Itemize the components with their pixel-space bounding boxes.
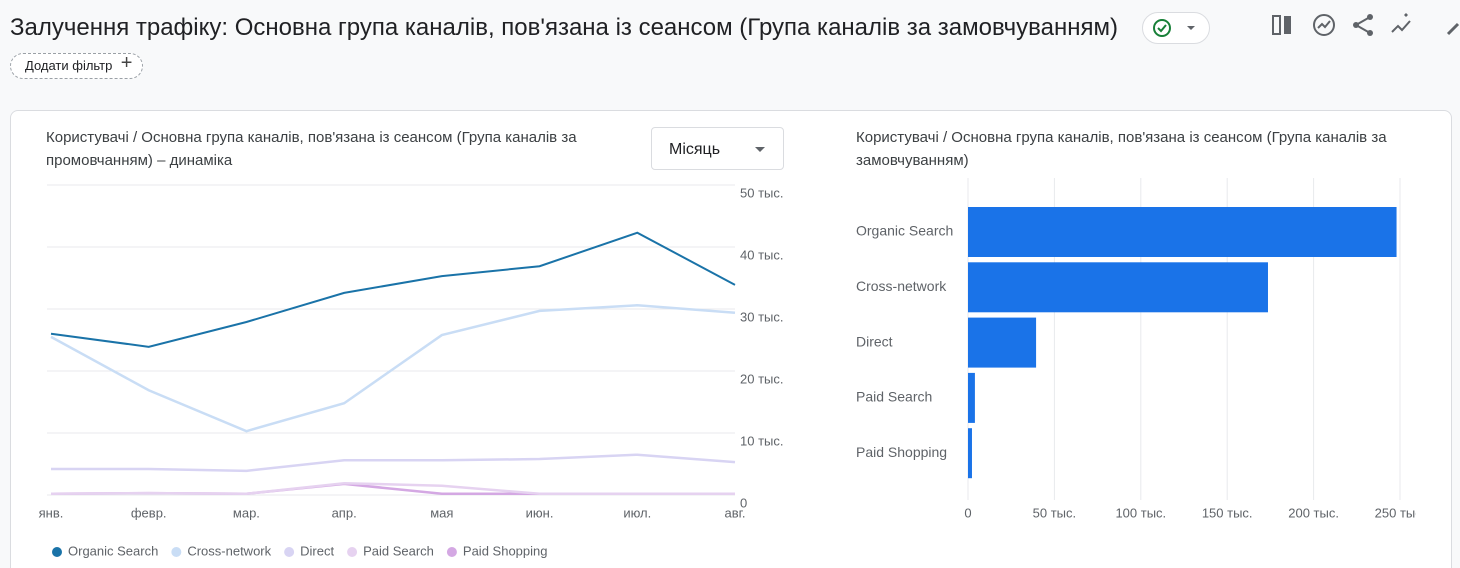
- series-line: [50, 481, 735, 496]
- x-tick-label: 150 тыс.: [1202, 505, 1253, 520]
- x-tick-label: мар.: [233, 505, 260, 520]
- x-tick-label: апр.: [332, 505, 357, 520]
- add-filter-button[interactable]: Додати фільтр: [10, 51, 144, 79]
- x-tick-label: 0: [964, 505, 971, 520]
- category-label: Paid Shopping: [856, 444, 947, 460]
- legend-label: Direct: [300, 543, 334, 558]
- legend-label: Paid Search: [363, 543, 434, 558]
- line-chart: 0 10 тыс. 20 тыс. 30 тыс. 40 тыс. 50 тыс. янв.…: [39, 184, 783, 558]
- legend-marker: [446, 547, 457, 557]
- category-label: Paid Search: [856, 389, 932, 405]
- bar: [968, 428, 972, 479]
- page-title: Залучення трафіку: Основна група каналів…: [10, 14, 1118, 41]
- x-tick-label: 250 тыс.: [1375, 505, 1426, 520]
- card: [10, 110, 1452, 568]
- x-tick-label: 200 тыс.: [1288, 505, 1339, 520]
- bar: [968, 262, 1268, 313]
- x-tick-label: янв.: [39, 505, 64, 520]
- category-label: Organic Search: [856, 223, 953, 239]
- bar: [968, 372, 975, 423]
- series-line: [50, 304, 736, 433]
- toolbar-icons[interactable]: [1268, 10, 1460, 40]
- y-tick-label: 20 тыс.: [740, 371, 783, 386]
- x-tick-label: февр.: [131, 505, 167, 520]
- period-select[interactable]: Місяць: [651, 127, 784, 170]
- series-line: [51, 453, 736, 473]
- legend-label: Paid Shopping: [463, 543, 548, 558]
- legend-marker: [284, 547, 295, 557]
- legend-marker: [347, 547, 358, 557]
- x-tick-label: июл.: [623, 505, 651, 520]
- x-tick-label: 50 тыс.: [1033, 505, 1076, 520]
- legend-marker: [171, 547, 182, 557]
- legend-label: Organic Search: [68, 543, 158, 558]
- x-tick-label: авг.: [725, 505, 746, 520]
- y-tick-label: 10 тыс.: [740, 433, 783, 448]
- status-menu[interactable]: [1142, 12, 1210, 44]
- legend-marker: [52, 547, 62, 557]
- x-tick-label: июн.: [526, 505, 554, 520]
- bar-chart: 0 50 тыс. 100 тыс. 150 тыс. 200 тыс. 250 тыс.…: [856, 178, 1426, 520]
- x-tick-label: 100 тыс.: [1115, 505, 1166, 520]
- category-label: Cross-network: [856, 278, 947, 294]
- bar: [968, 317, 1037, 368]
- status-icon: [1153, 19, 1195, 37]
- category-label: Direct: [856, 333, 893, 349]
- legend-label: Cross-network: [187, 543, 271, 558]
- chart-title: Користувачі / Основна група каналів, пов…: [46, 129, 577, 169]
- y-tick-label: 0: [740, 495, 747, 510]
- x-tick-label: мая: [430, 505, 453, 520]
- y-tick-label: 40 тыс.: [740, 247, 783, 262]
- bar: [968, 207, 1397, 257]
- chart-title: Користувачі / Основна група каналів, пов…: [856, 129, 1387, 169]
- y-tick-label: 50 тыс.: [740, 185, 783, 200]
- series-line: [50, 231, 736, 348]
- y-tick-label: 30 тыс.: [740, 309, 783, 324]
